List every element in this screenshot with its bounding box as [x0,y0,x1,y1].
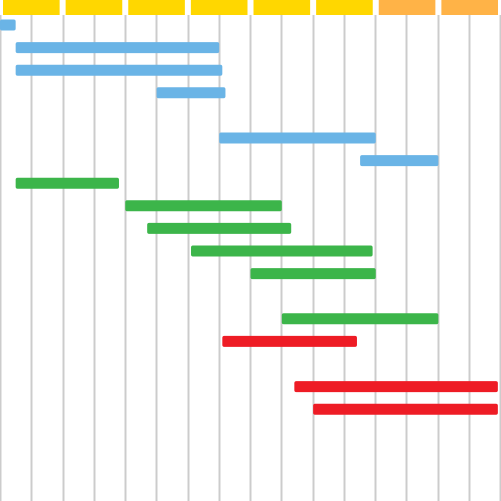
task-bar [156,87,226,99]
timeline-header-segment [253,0,311,15]
timeline-header-segment [65,0,123,15]
timeline-header-segment [316,0,373,15]
task-bar [191,245,373,257]
grid-lines [0,15,501,501]
task-bar [15,64,223,76]
timeline-header-segment [128,0,185,15]
timeline-header-segment [190,0,248,15]
task-bar [360,155,439,167]
timeline-header-segment [378,0,436,15]
task-bar [222,335,357,347]
task-bar [250,268,376,280]
task-bar [0,19,16,31]
task-bar [294,381,498,393]
task-bar [15,42,220,54]
task-bar [15,177,119,189]
task-bar [281,313,439,325]
timeline-header-segment [3,0,60,15]
task-bar [313,403,498,415]
task-bars [0,19,498,415]
task-bar [147,222,292,234]
timeline-header [3,0,498,15]
task-bar [125,200,282,212]
task-bar [219,132,376,144]
timeline-header-segment [441,0,498,15]
